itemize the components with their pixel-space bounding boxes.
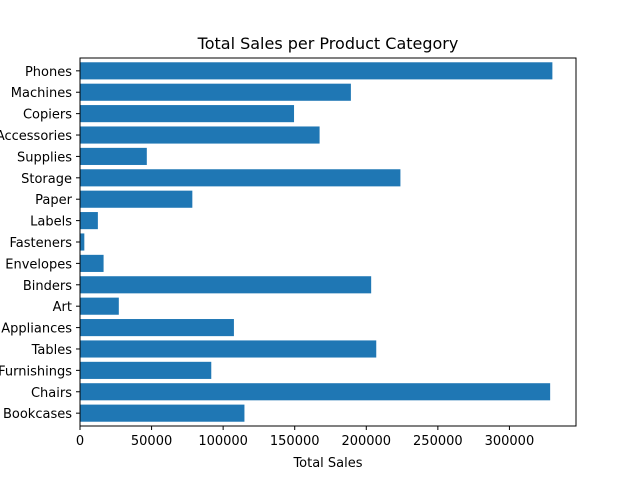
bar-art bbox=[80, 297, 119, 315]
bar-accessories bbox=[80, 126, 320, 144]
y-tick-label: Phones bbox=[25, 65, 72, 80]
bar-copiers bbox=[80, 105, 295, 123]
bar-binders bbox=[80, 276, 372, 294]
x-tick-label: 200000 bbox=[341, 434, 391, 449]
y-tick-label: Supplies bbox=[17, 150, 72, 165]
y-tick-label: Copiers bbox=[23, 108, 72, 123]
y-tick-label: Paper bbox=[35, 193, 72, 208]
bar-machines bbox=[80, 83, 351, 101]
x-tick-label: 150000 bbox=[270, 434, 320, 449]
y-tick-label: Tables bbox=[31, 343, 73, 358]
y-tick-label: Bookcases bbox=[3, 407, 72, 422]
bar-appliances bbox=[80, 319, 234, 337]
x-tick-label: 250000 bbox=[413, 434, 463, 449]
y-tick-label: Labels bbox=[30, 215, 72, 230]
bars-layer bbox=[80, 62, 553, 422]
bar-tables bbox=[80, 340, 377, 358]
y-tick-label: Fasteners bbox=[10, 236, 73, 251]
y-tick-label: Storage bbox=[21, 172, 72, 187]
bar-paper bbox=[80, 190, 193, 208]
y-tick-label: Art bbox=[53, 300, 72, 315]
y-tick-label: Binders bbox=[23, 279, 72, 294]
y-tick-label: Chairs bbox=[31, 386, 72, 401]
y-tick-label: Furnishings bbox=[0, 364, 72, 379]
y-axis-ticks: Bookcases Chairs Furnishings Tables Applianc… bbox=[0, 65, 80, 422]
bar-fasteners bbox=[80, 233, 85, 251]
x-tick-label: 0 bbox=[76, 434, 84, 449]
x-axis-title: Total Sales bbox=[292, 456, 362, 471]
bar-phones bbox=[80, 62, 553, 80]
x-axis-ticks: 0 50000 100000 150000 200000 250000 300000 bbox=[76, 426, 534, 449]
x-tick-label: 300000 bbox=[485, 434, 535, 449]
bar-labels bbox=[80, 212, 98, 230]
plot-frame bbox=[79, 57, 577, 427]
chart-title: Total Sales per Product Category bbox=[197, 34, 459, 53]
bar-storage bbox=[80, 169, 401, 187]
y-tick-label: Appliances bbox=[1, 322, 72, 337]
bar-chairs bbox=[80, 383, 551, 401]
bar-envelopes bbox=[80, 254, 104, 272]
y-tick-label: Accessories bbox=[0, 129, 72, 144]
x-tick-label: 100000 bbox=[198, 434, 248, 449]
bar-supplies bbox=[80, 147, 147, 165]
x-tick-label: 50000 bbox=[131, 434, 172, 449]
bar-bookcases bbox=[80, 404, 245, 422]
bar-furnishings bbox=[80, 361, 212, 379]
y-tick-label: Machines bbox=[11, 86, 72, 101]
y-tick-label: Envelopes bbox=[5, 257, 72, 272]
